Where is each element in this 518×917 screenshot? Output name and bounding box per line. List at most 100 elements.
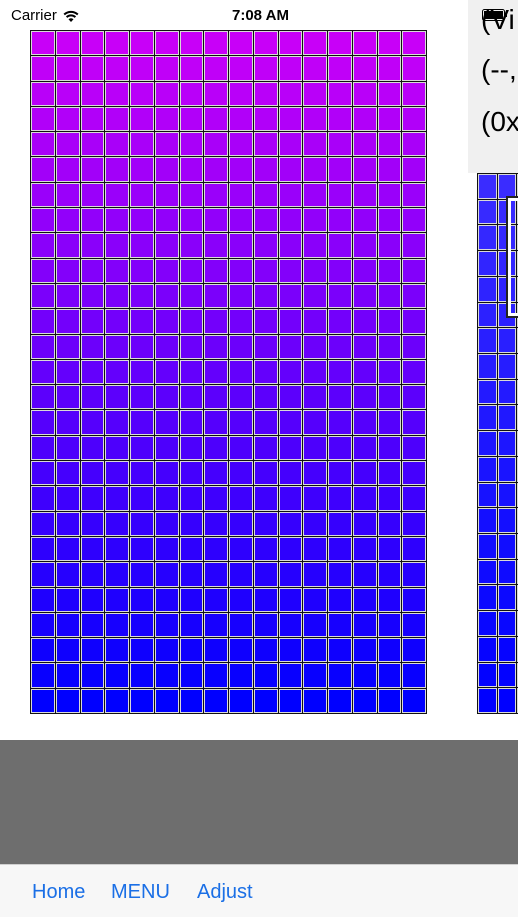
grid-cell[interactable]	[55, 536, 80, 562]
grid-cell[interactable]	[80, 663, 105, 688]
grid-cell[interactable]	[31, 385, 55, 410]
grid-cell[interactable]	[179, 486, 204, 511]
grid-cell[interactable]	[402, 157, 426, 182]
grid-cell[interactable]	[402, 638, 426, 663]
grid-cell[interactable]	[478, 482, 497, 508]
grid-cell[interactable]	[497, 405, 517, 431]
grid-cell[interactable]	[253, 283, 278, 309]
grid-cell[interactable]	[80, 536, 105, 562]
grid-cell[interactable]	[204, 309, 228, 334]
grid-cell[interactable]	[377, 511, 402, 536]
grid-cell[interactable]	[130, 132, 154, 157]
grid-cell[interactable]	[402, 106, 426, 132]
grid-cell[interactable]	[352, 208, 377, 233]
grid-cell[interactable]	[105, 612, 129, 638]
grid-cell[interactable]	[179, 663, 204, 688]
grid-cell[interactable]	[328, 486, 352, 511]
grid-cell[interactable]	[31, 309, 55, 334]
grid-cell[interactable]	[278, 309, 303, 334]
grid-cell[interactable]	[204, 612, 228, 638]
grid-cell[interactable]	[278, 562, 303, 587]
grid-cell[interactable]	[402, 309, 426, 334]
grid-cell[interactable]	[328, 208, 352, 233]
grid-cell[interactable]	[278, 359, 303, 385]
grid-cell[interactable]	[179, 562, 204, 587]
grid-cell[interactable]	[55, 106, 80, 132]
grid-cell[interactable]	[31, 106, 55, 132]
grid-cell[interactable]	[229, 511, 253, 536]
grid-cell[interactable]	[31, 410, 55, 435]
grid-cell[interactable]	[478, 456, 497, 482]
grid-cell[interactable]	[154, 233, 179, 258]
grid-cell[interactable]	[31, 208, 55, 233]
grid-cell[interactable]	[55, 511, 80, 536]
grid-cell[interactable]	[402, 587, 426, 612]
grid-cell[interactable]	[229, 309, 253, 334]
grid-cell[interactable]	[154, 309, 179, 334]
grid-cell[interactable]	[328, 385, 352, 410]
grid-cell[interactable]	[204, 410, 228, 435]
grid-cell[interactable]	[303, 258, 327, 283]
grid-cell[interactable]	[278, 638, 303, 663]
grid-cell[interactable]	[105, 208, 129, 233]
grid-cell[interactable]	[80, 612, 105, 638]
grid-cell[interactable]	[478, 353, 497, 379]
grid-cell[interactable]	[352, 612, 377, 638]
grid-cell[interactable]	[352, 132, 377, 157]
grid-cell[interactable]	[229, 157, 253, 182]
grid-cell[interactable]	[278, 157, 303, 182]
grid-cell[interactable]	[31, 587, 55, 612]
grid-cell[interactable]	[303, 309, 327, 334]
grid-cell[interactable]	[80, 410, 105, 435]
grid-cell[interactable]	[303, 208, 327, 233]
grid-cell[interactable]	[154, 334, 179, 359]
grid-cell[interactable]	[130, 309, 154, 334]
grid-cell[interactable]	[303, 587, 327, 612]
grid-cell[interactable]	[105, 157, 129, 182]
grid-cell[interactable]	[105, 461, 129, 486]
grid-cell[interactable]	[303, 182, 327, 208]
grid-cell[interactable]	[352, 182, 377, 208]
grid-cell[interactable]	[55, 31, 80, 56]
grid-cell[interactable]	[105, 56, 129, 81]
grid-cell[interactable]	[204, 688, 228, 713]
grid-cell[interactable]	[105, 233, 129, 258]
grid-cell[interactable]	[105, 106, 129, 132]
grid-cell[interactable]	[80, 688, 105, 713]
grid-cell[interactable]	[204, 562, 228, 587]
grid-cell[interactable]	[377, 536, 402, 562]
grid-cell[interactable]	[55, 81, 80, 106]
grid-cell[interactable]	[377, 410, 402, 435]
grid-cell[interactable]	[328, 334, 352, 359]
grid-cell[interactable]	[229, 258, 253, 283]
grid-cell[interactable]	[179, 208, 204, 233]
grid-cell[interactable]	[352, 233, 377, 258]
grid-cell[interactable]	[253, 435, 278, 461]
grid-cell[interactable]	[328, 233, 352, 258]
grid-cell[interactable]	[402, 536, 426, 562]
grid-cell[interactable]	[31, 688, 55, 713]
grid-cell[interactable]	[105, 132, 129, 157]
grid-cell[interactable]	[154, 486, 179, 511]
grid-cell[interactable]	[352, 511, 377, 536]
grid-cell[interactable]	[204, 334, 228, 359]
grid-cell[interactable]	[229, 536, 253, 562]
grid-cell[interactable]	[31, 536, 55, 562]
grid-cell[interactable]	[328, 359, 352, 385]
grid-cell[interactable]	[204, 359, 228, 385]
grid-cell[interactable]	[253, 486, 278, 511]
grid-cell[interactable]	[253, 638, 278, 663]
grid-cell[interactable]	[229, 486, 253, 511]
grid-cell[interactable]	[328, 157, 352, 182]
grid-cell[interactable]	[497, 225, 517, 251]
grid-cell[interactable]	[204, 182, 228, 208]
grid-cell[interactable]	[154, 106, 179, 132]
grid-cell[interactable]	[31, 283, 55, 309]
grid-cell[interactable]	[303, 536, 327, 562]
grid-cell[interactable]	[105, 309, 129, 334]
menu-button[interactable]: MENU	[111, 881, 170, 903]
grid-cell[interactable]	[130, 511, 154, 536]
grid-cell[interactable]	[154, 283, 179, 309]
grid-cell[interactable]	[179, 435, 204, 461]
grid-cell[interactable]	[328, 638, 352, 663]
